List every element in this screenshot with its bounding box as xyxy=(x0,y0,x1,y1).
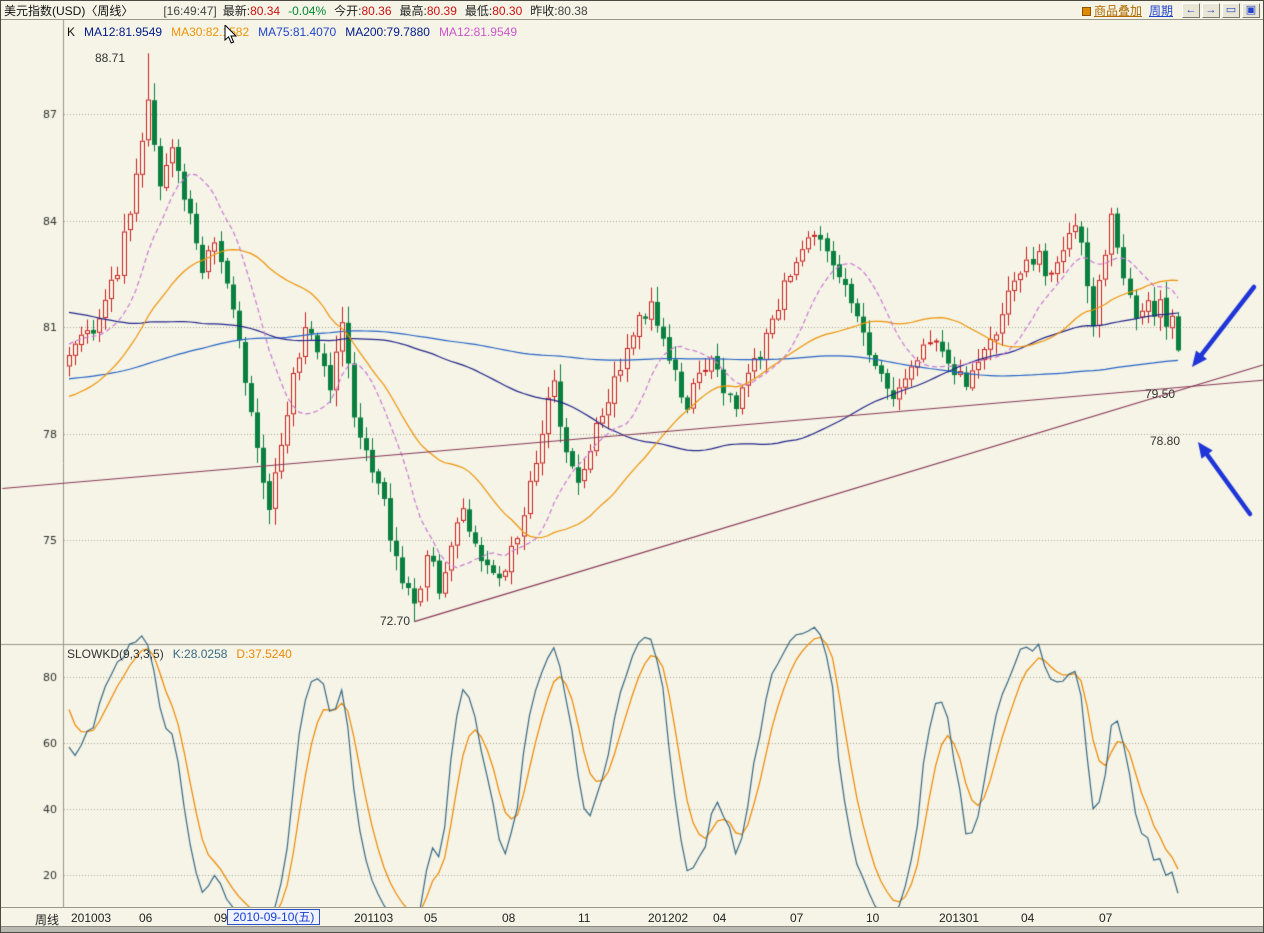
quote-field: 最新:80.34 xyxy=(222,3,281,18)
quote-strip: [16:49:47] 最新:80.34 -0.04% 今开:80.36 最高:80.39… xyxy=(163,2,595,19)
quote-field: 最低:80.30 xyxy=(464,3,523,18)
x-tick: 201003 xyxy=(71,911,112,925)
kd-legend: SLOWKD(9,3,3,5) K:28.0258 D:37.5240 xyxy=(67,647,301,661)
quote-field: 最高:80.39 xyxy=(399,3,457,18)
annotation-72.70: 72.70 xyxy=(380,614,411,628)
x-tick: 09 xyxy=(214,911,228,925)
chart-canvas[interactable] xyxy=(1,20,1263,907)
x-tick: 201202 xyxy=(648,911,689,925)
overlay-link-label: 商品叠加 xyxy=(1093,3,1142,18)
scroll-right-button[interactable]: → xyxy=(1202,3,1220,18)
quote-field: -0.04% xyxy=(288,3,327,18)
quote-time: [16:49:47] xyxy=(163,3,217,18)
x-tick: 07 xyxy=(790,911,804,925)
quote-field: 昨收:80.38 xyxy=(530,3,588,18)
legend-item: MA75:81.4070 xyxy=(258,25,337,39)
restore-window-button[interactable]: ▭ xyxy=(1222,3,1240,18)
annotation-79.50: 79.50 xyxy=(1145,387,1176,401)
x-tick: 201103 xyxy=(354,911,394,925)
x-tick: 04 xyxy=(1021,911,1035,925)
legend-item: K xyxy=(67,25,76,39)
period-indicator: 周线 xyxy=(35,913,60,927)
x-tick: 08 xyxy=(502,911,516,925)
legend-item: K:28.0258 xyxy=(172,647,228,661)
titlebar-right: 商品叠加 周期 ← → ▭ ▣ xyxy=(1081,2,1260,19)
maximize-window-button[interactable]: ▣ xyxy=(1242,3,1260,18)
legend-item: MA12:81.9549 xyxy=(84,25,163,39)
annotation-88.71: 88.71 xyxy=(95,51,126,65)
x-tick: 201301 xyxy=(939,911,980,925)
legend-item: D:37.5240 xyxy=(236,647,292,661)
legend-item: MA30:82.1582 xyxy=(171,25,250,39)
legend-item: MA200:79.7880 xyxy=(345,25,430,39)
annotation-78.80: 78.80 xyxy=(1150,434,1181,448)
x-tick: 05 xyxy=(424,911,438,925)
window-buttons: ← → ▭ ▣ xyxy=(1180,2,1260,18)
x-tick: 06 xyxy=(139,911,153,925)
bottom-strip xyxy=(1,926,1263,932)
legend-item: MA12:81.9549 xyxy=(438,25,517,39)
x-axis-strip: 周线 201003 06 09 201103 05 08 11 201202 04 07 10 201… xyxy=(1,907,1263,927)
overlay-icon xyxy=(1081,6,1091,16)
x-tick: 11 xyxy=(578,911,591,925)
selected-date-box[interactable]: 2010-09-10(五) xyxy=(227,909,321,925)
overlay-link[interactable]: 商品叠加 xyxy=(1081,2,1142,19)
x-tick: 10 xyxy=(866,911,880,925)
x-tick: 04 xyxy=(713,911,727,925)
price-legend: K MA12:81.9549 MA30:82.1582 MA75:81.4070 MA2… xyxy=(67,25,526,39)
x-tick: 07 xyxy=(1099,911,1113,925)
instrument-title: 美元指数(USD)〈周线〉 xyxy=(4,3,134,18)
legend-item: SLOWKD(9,3,3,5) xyxy=(67,647,164,661)
scroll-left-button[interactable]: ← xyxy=(1182,3,1200,18)
quote-field: 今开:80.36 xyxy=(334,3,392,18)
period-link[interactable]: 周期 xyxy=(1148,3,1173,18)
titlebar: 美元指数(USD)〈周线〉 [16:49:47] 最新:80.34 -0.04% 今开… xyxy=(1,1,1263,20)
